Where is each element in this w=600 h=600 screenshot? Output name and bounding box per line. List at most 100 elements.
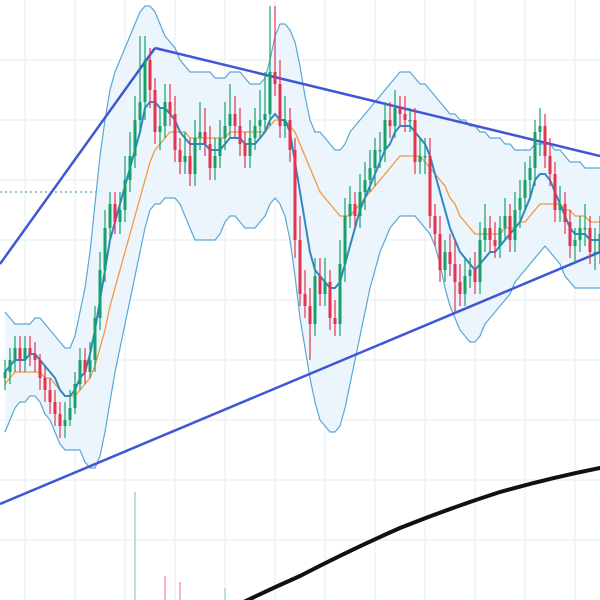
candle (53, 390, 57, 426)
candle (138, 36, 142, 132)
candle (358, 174, 362, 228)
candle-body (573, 240, 577, 246)
candle (463, 258, 467, 306)
candle-body (503, 216, 507, 228)
candle (173, 96, 177, 162)
candle (408, 108, 412, 132)
candle (448, 234, 452, 276)
candle-body (593, 252, 597, 254)
candle (383, 102, 387, 162)
candle-body (368, 168, 372, 180)
volume-bars (134, 492, 226, 600)
candle-body (563, 204, 567, 222)
candle-body (98, 270, 102, 318)
candle-body (523, 180, 527, 198)
candle (38, 354, 42, 390)
candle (508, 204, 512, 252)
candle-body (263, 114, 267, 120)
candle-body (3, 372, 7, 378)
candle (443, 240, 447, 282)
candle-body (323, 282, 327, 294)
candle (168, 84, 172, 126)
candle (353, 192, 357, 228)
candle-body (233, 114, 237, 126)
candle (213, 138, 217, 180)
candle-body (518, 198, 522, 210)
candle-body (433, 216, 437, 234)
candle (78, 348, 82, 390)
candle-body (558, 204, 562, 210)
candle (278, 60, 282, 138)
candle (498, 216, 502, 258)
candle (148, 48, 152, 108)
candle-body (583, 228, 587, 230)
candle (188, 138, 192, 186)
candle-body (253, 126, 257, 138)
candle-body (153, 90, 157, 132)
candle (518, 180, 522, 228)
candle (563, 192, 567, 234)
candle-body (113, 204, 117, 222)
candle-body (588, 228, 592, 252)
candle-body (93, 318, 97, 360)
candle (293, 138, 297, 258)
candle-body (413, 120, 417, 162)
candle (83, 348, 87, 384)
candle (428, 138, 432, 228)
candle-body (403, 114, 407, 120)
candle-body (58, 414, 62, 426)
candle-body (133, 120, 137, 156)
candle (283, 96, 287, 138)
trendline (0, 250, 600, 506)
candle (28, 336, 32, 366)
candle (163, 84, 167, 138)
candle (528, 156, 532, 198)
volume-bar (224, 588, 226, 600)
candle (433, 204, 437, 246)
candle-body (473, 270, 477, 282)
candle-body (103, 228, 107, 270)
candle (493, 222, 497, 258)
candle-body (538, 126, 542, 132)
candle (588, 216, 592, 264)
candle (228, 84, 232, 138)
candle-body (18, 348, 22, 360)
candle (458, 264, 462, 306)
candle (158, 108, 162, 150)
candle-body (228, 114, 232, 126)
candle (393, 90, 397, 138)
candle (338, 240, 342, 336)
candle (373, 138, 377, 186)
candle-body (533, 132, 537, 168)
candle-body (488, 228, 492, 240)
candle-body (353, 204, 357, 216)
candle (483, 204, 487, 252)
candle-body (283, 120, 287, 126)
candle (223, 102, 227, 150)
candle-body (373, 150, 377, 168)
candle-body (223, 126, 227, 138)
candle-body (13, 348, 17, 360)
candle-body (333, 318, 337, 324)
candle-body (63, 420, 67, 426)
candle (258, 90, 262, 138)
candle (568, 210, 572, 258)
candle (348, 186, 352, 228)
candle-body (513, 210, 517, 240)
candle-body (418, 156, 422, 162)
candle-body (298, 240, 302, 294)
candle (133, 96, 137, 168)
candle-body (328, 282, 332, 318)
candle (583, 204, 587, 246)
candle (238, 108, 242, 156)
candle-body (138, 102, 142, 120)
candle (233, 96, 237, 138)
candle-body (463, 276, 467, 294)
candle-body (383, 120, 387, 150)
candle (473, 252, 477, 294)
long-moving-average-line (243, 466, 600, 600)
volume-bar (164, 576, 166, 600)
trendline (0, 47, 157, 265)
